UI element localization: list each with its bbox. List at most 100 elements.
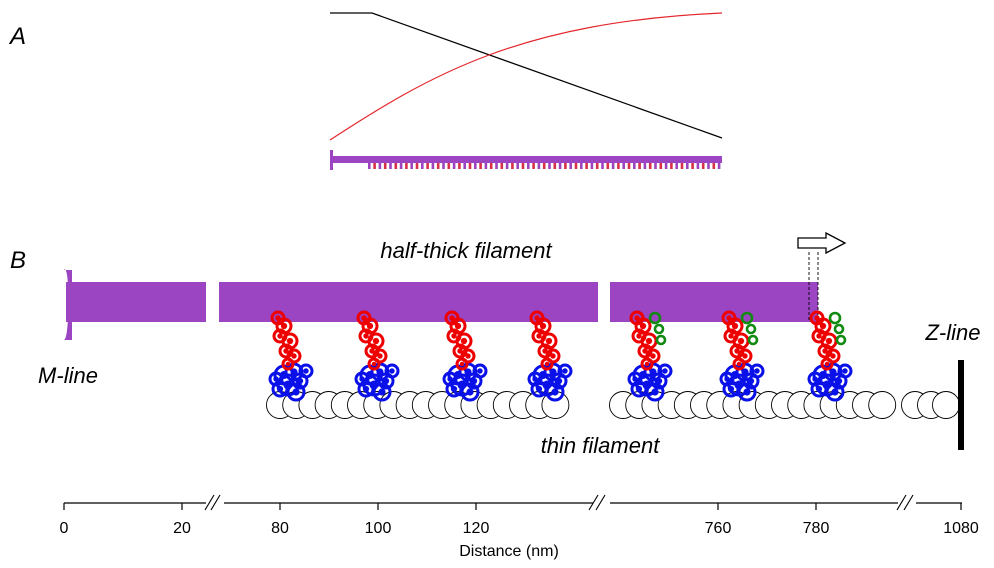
thick-segment-3	[610, 282, 818, 322]
mini-myosin-head	[670, 163, 673, 169]
red-increasing-curve	[329, 12, 723, 141]
mini-myosin-head	[659, 163, 663, 169]
mini-myosin-head	[468, 163, 472, 169]
myosin-head	[442, 310, 488, 402]
mini-myosin-head	[521, 163, 525, 169]
mini-myosin-head	[500, 163, 504, 169]
mini-myosin-head	[696, 163, 700, 169]
mini-myosin-head	[606, 163, 610, 169]
tick-label: 760	[705, 520, 732, 537]
mini-myosin-head	[712, 163, 716, 169]
tick-label: 1080	[943, 520, 979, 537]
mini-myosin-head	[410, 163, 413, 169]
mini-myosin-head	[680, 163, 684, 169]
mini-myosin-head	[537, 163, 541, 169]
mini-myosin-head	[580, 163, 583, 169]
mini-myosin-head	[405, 163, 408, 169]
actin-bead	[932, 391, 960, 419]
panel-a-plot	[329, 12, 723, 170]
mini-myosin-head	[436, 163, 440, 169]
mini-myosin-head	[633, 163, 636, 169]
mini-myosin-head	[590, 163, 594, 169]
mini-myosin-head	[553, 163, 557, 169]
mini-myosin-head	[648, 163, 652, 169]
mini-myosin-head	[383, 163, 387, 169]
mini-myosin-head	[585, 163, 588, 169]
panel-b-label: B	[10, 247, 26, 274]
axis-break-icon	[204, 494, 914, 511]
myosin-head-row	[268, 310, 853, 402]
axis-title: Distance (nm)	[459, 543, 559, 560]
mini-myosin-head	[527, 163, 530, 169]
thin-filament	[266, 391, 960, 419]
mini-myosin-head	[595, 163, 599, 169]
mini-myosin-head	[611, 163, 615, 169]
mini-myosin-head	[426, 163, 429, 169]
mini-myosin-head	[617, 163, 620, 169]
mini-myosin-head	[495, 163, 498, 169]
mini-myosin-head	[442, 163, 445, 169]
mini-myosin-head	[691, 163, 694, 169]
mini-myosin-head	[564, 163, 567, 169]
distance-axis: 0 20 80 100 120 760 780 1080 Distance (n…	[60, 494, 979, 560]
tick-label: 0	[60, 520, 69, 537]
mini-backbone	[331, 156, 722, 163]
mini-myosin-head	[394, 163, 398, 169]
mini-myosin-head	[627, 163, 631, 169]
myosin-head	[807, 310, 853, 402]
tick-label: 100	[365, 520, 392, 537]
thick-segment-1	[66, 282, 206, 322]
tick-label: 780	[803, 520, 830, 537]
tick-label: 120	[463, 520, 490, 537]
mini-myosin-head	[463, 163, 466, 169]
movement-arrow-icon	[797, 231, 847, 320]
actin-bead	[868, 391, 897, 419]
z-line-bar	[958, 360, 964, 450]
mini-myosin-head	[717, 163, 721, 169]
mini-myosin-head	[415, 163, 419, 169]
mini-myosin-head	[638, 163, 641, 169]
tick-label: 20	[173, 520, 191, 537]
mini-myosin-head	[378, 163, 382, 169]
myosin-head	[268, 310, 314, 402]
mini-myosin-head	[622, 163, 625, 169]
tick-label: 80	[271, 520, 289, 537]
mini-myosin-head	[505, 163, 509, 169]
mini-myosin-head	[516, 163, 519, 169]
half-thick-filament-label: half-thick filament	[380, 238, 552, 263]
mini-myosin-head	[574, 163, 578, 169]
mini-myosin-head	[664, 163, 668, 169]
mini-myosin-head	[479, 163, 482, 169]
myosin-head	[527, 310, 573, 402]
z-line-label: Z-line	[924, 320, 980, 345]
mini-myosin-head	[421, 163, 424, 169]
myosin-head	[719, 310, 765, 402]
mini-thick-filament	[330, 150, 722, 170]
mini-myosin-head	[558, 163, 562, 169]
mini-myosin-head	[474, 163, 477, 169]
half-thick-filament	[64, 269, 818, 340]
black-decreasing-curve	[330, 12, 723, 139]
mini-myosin-head	[654, 163, 657, 169]
mini-myosin-head	[373, 163, 376, 169]
mini-myosin-head	[368, 163, 371, 169]
mini-myosin-head	[686, 163, 689, 169]
myosin-head	[627, 310, 673, 402]
mini-myosin-head	[458, 163, 461, 169]
mini-myosin-head	[452, 163, 456, 169]
thin-filament-label: thin filament	[541, 433, 661, 458]
myosin-head	[354, 310, 400, 402]
mini-myosin-head	[532, 163, 535, 169]
mini-myosin-head	[548, 163, 551, 169]
mini-myosin-head	[511, 163, 514, 169]
mini-myosin-head	[389, 163, 392, 169]
mini-myosin-head	[542, 163, 546, 169]
mini-myosin-head	[489, 163, 493, 169]
mini-myosin-head	[484, 163, 488, 169]
panel-a-label: A	[8, 23, 26, 50]
mini-myosin-head	[643, 163, 647, 169]
mini-head-row	[368, 163, 721, 169]
m-line-label: M-line	[38, 363, 98, 388]
mini-myosin-head	[707, 163, 710, 169]
